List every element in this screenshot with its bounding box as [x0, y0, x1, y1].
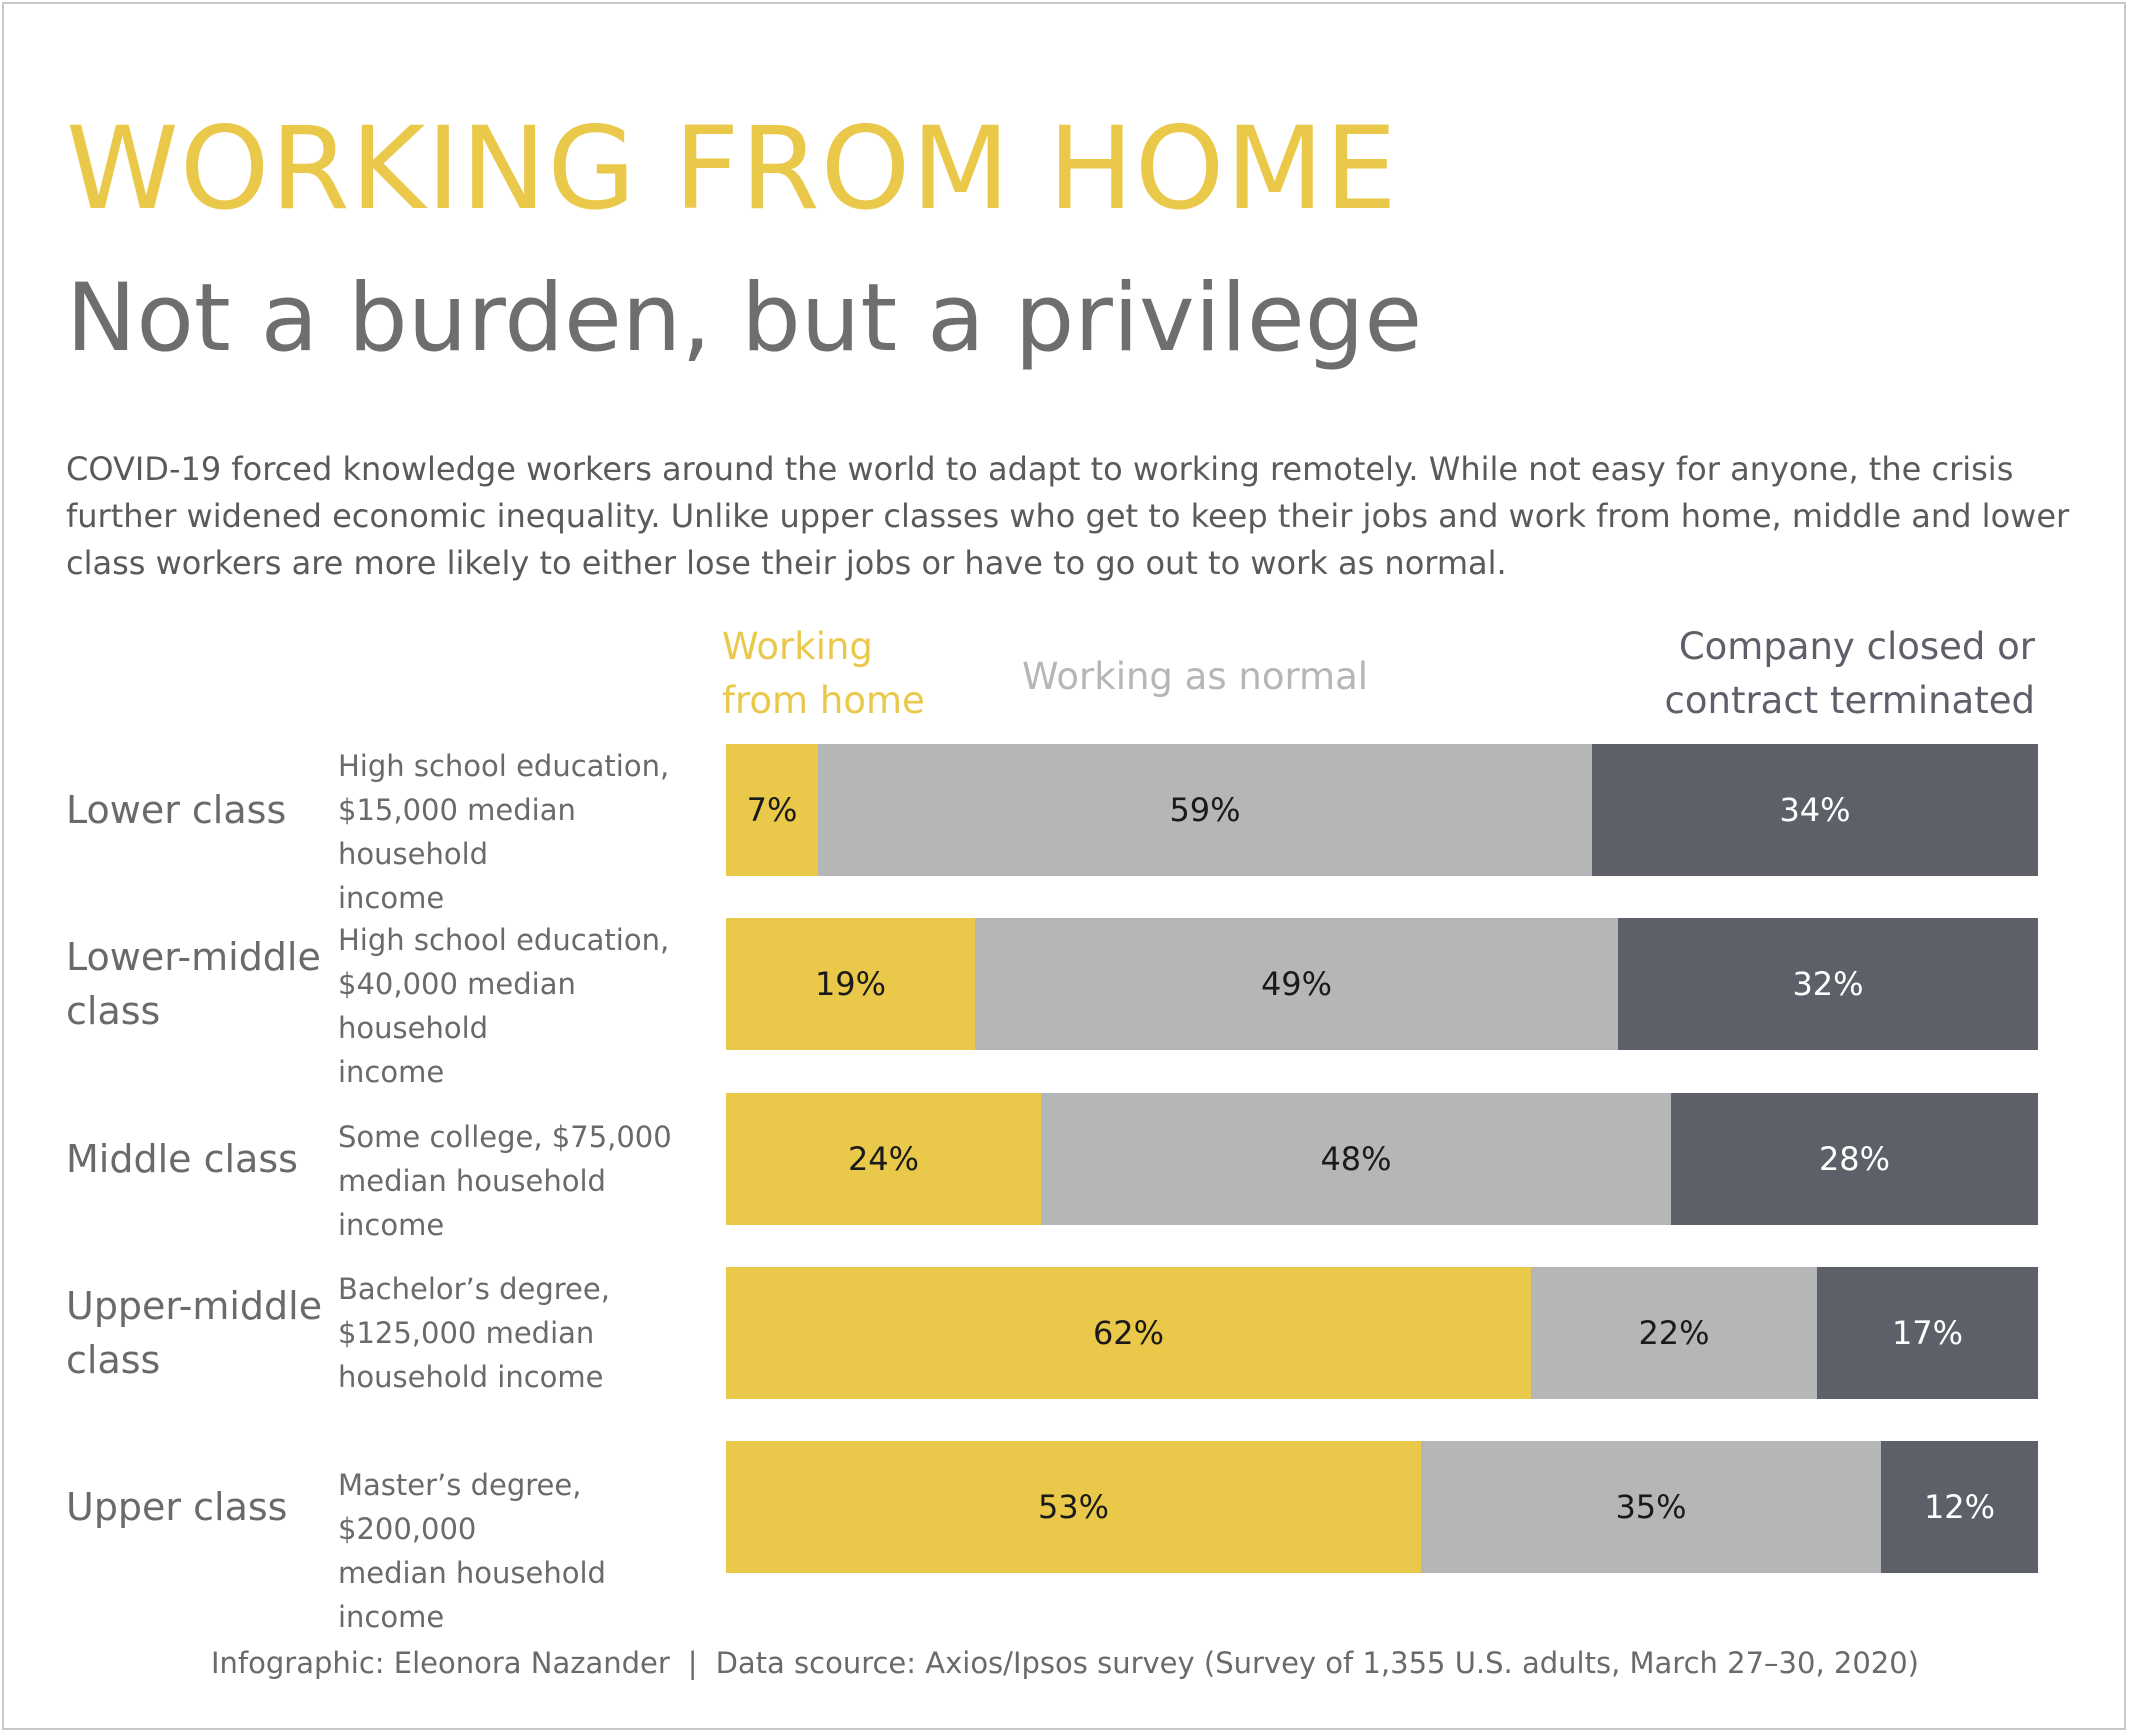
page-title: WORKING FROM HOME — [66, 102, 1398, 235]
bar-segment-wfh: 24% — [726, 1093, 1041, 1225]
category-description-line: Master’s degree, $200,000 — [338, 1468, 582, 1546]
category-description-line: $15,000 median household — [338, 793, 576, 871]
category-label-line: Middle class — [66, 1137, 298, 1181]
chart-row: Middle class Some college, $75,000 median … — [0, 1093, 2130, 1242]
footer: Infographic: Eleonora Nazander | Data scou… — [0, 1646, 2130, 1680]
bar-value-label: 53% — [1037, 1488, 1110, 1526]
bar-value-label: 24% — [847, 1140, 920, 1178]
bar-segment-closed: 17% — [1817, 1267, 2038, 1399]
legend-wfh-line1: Working — [722, 625, 873, 668]
category-description-line: Some college, $75,000 — [338, 1120, 672, 1154]
stacked-bar: 24% 48% 28% — [726, 1093, 2038, 1225]
category-label: Upper-middle class — [66, 1279, 326, 1387]
category-description-line: income — [338, 881, 445, 915]
bar-segment-wfh: 62% — [726, 1267, 1531, 1399]
bar-value-label: 32% — [1792, 965, 1864, 1003]
bar-value-label: 28% — [1818, 1140, 1891, 1178]
category-description-line: Bachelor’s degree, — [338, 1272, 610, 1306]
bar-value-label: 59% — [1169, 791, 1241, 829]
legend-working-from-home: Working from home — [722, 620, 925, 728]
bar-value-label: 48% — [1320, 1140, 1392, 1178]
stacked-bar: 62% 22% 17% — [726, 1267, 2038, 1399]
category-description-line: household income — [338, 1360, 604, 1394]
category-label-line: Upper class — [66, 1485, 288, 1529]
bar-value-label: 35% — [1615, 1488, 1687, 1526]
bar-value-label: 22% — [1638, 1314, 1710, 1352]
category-label-line: class — [66, 1338, 161, 1382]
bar-segment-wfh: 7% — [726, 744, 818, 876]
bar-segment-normal: 59% — [818, 744, 1592, 876]
bar-segment-closed: 34% — [1592, 744, 2038, 876]
chart-row: Lower-middle class High school education, $… — [0, 918, 2130, 1089]
stacked-bar: 19% 49% 32% — [726, 918, 2038, 1050]
bar-segment-closed: 12% — [1881, 1441, 2038, 1573]
category-description-line: $125,000 median — [338, 1316, 595, 1350]
legend-closed-line2: contract terminated — [1664, 679, 2035, 722]
category-label-line: Lower-middle — [66, 935, 321, 979]
category-label: Upper class — [66, 1480, 326, 1534]
category-description: Master’s degree, $200,000 median househol… — [338, 1463, 718, 1639]
category-label: Middle class — [66, 1132, 326, 1186]
bar-segment-closed: 32% — [1618, 918, 2038, 1050]
category-label-line: Lower class — [66, 788, 287, 832]
bar-value-label: 49% — [1260, 965, 1333, 1003]
bar-segment-closed: 28% — [1671, 1093, 2038, 1225]
legend-wfh-line2: from home — [722, 679, 925, 722]
category-description-line: High school education, — [338, 749, 670, 783]
bar-segment-normal: 35% — [1421, 1441, 1881, 1573]
category-description: High school education, $15,000 median hou… — [338, 744, 718, 920]
bar-value-label: 62% — [1092, 1314, 1165, 1352]
bar-segment-normal: 22% — [1531, 1267, 1817, 1399]
category-description-line: $40,000 median household — [338, 967, 576, 1045]
category-description: Some college, $75,000 median household in… — [338, 1115, 718, 1247]
bar-segment-normal: 48% — [1041, 1093, 1671, 1225]
bar-value-label: 19% — [814, 965, 887, 1003]
legend-closed-line1: Company closed or — [1678, 625, 2035, 668]
legend-company-closed: Company closed or contract terminated — [1665, 620, 2035, 728]
chart-row: Upper class Master’s degree, $200,000 medi… — [0, 1441, 2130, 1634]
stacked-bar: 53% 35% 12% — [726, 1441, 2038, 1573]
bar-segment-wfh: 19% — [726, 918, 975, 1050]
legend-working-as-normal: Working as normal — [1022, 655, 1369, 698]
footer-source: Data scource: Axios/Ipsos survey (Survey… — [715, 1646, 1919, 1680]
bar-value-label: 34% — [1779, 791, 1851, 829]
bar-value-label: 12% — [1923, 1488, 1996, 1526]
bar-value-label: 7% — [746, 791, 798, 829]
category-description: High school education, $40,000 median hou… — [338, 918, 718, 1094]
category-description-line: income — [338, 1055, 445, 1089]
bar-value-label: 17% — [1891, 1314, 1964, 1352]
category-label-line: class — [66, 989, 161, 1033]
category-description-line: median household income — [338, 1556, 606, 1634]
chart-row: Upper-middle class Bachelor’s degree, $125,… — [0, 1267, 2130, 1399]
category-label: Lower-middle class — [66, 930, 326, 1038]
category-description-line: High school education, — [338, 923, 670, 957]
bar-segment-wfh: 53% — [726, 1441, 1421, 1573]
bar-segment-normal: 49% — [975, 918, 1618, 1050]
footer-credit: Infographic: Eleonora Nazander — [211, 1646, 670, 1680]
chart-row: Lower class High school education, $15,000… — [0, 744, 2130, 915]
category-description: Bachelor’s degree, $125,000 median househo… — [338, 1267, 718, 1399]
stacked-bar: 7% 59% 34% — [726, 744, 2038, 876]
page-subtitle: Not a burden, but a privilege — [66, 264, 1423, 373]
category-label-line: Upper-middle — [66, 1284, 323, 1328]
category-description-line: median household income — [338, 1164, 606, 1242]
intro-paragraph: COVID-19 forced knowledge workers around… — [66, 450, 2070, 582]
footer-separator: | — [687, 1646, 698, 1680]
category-label: Lower class — [66, 783, 326, 837]
